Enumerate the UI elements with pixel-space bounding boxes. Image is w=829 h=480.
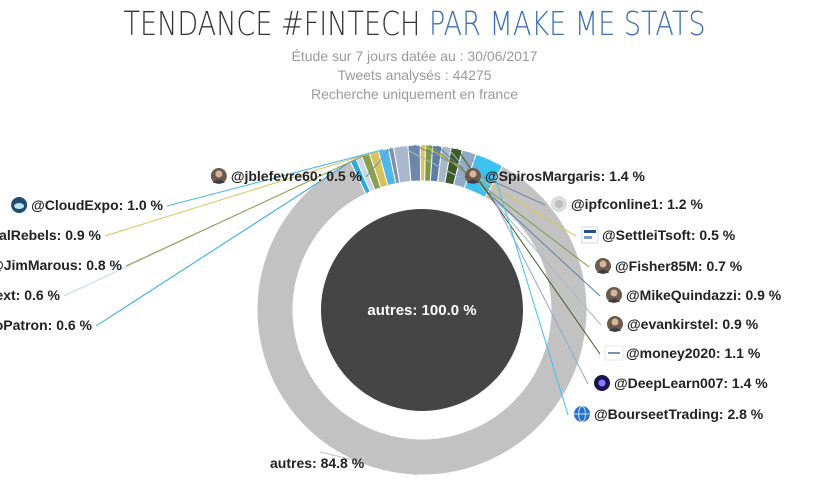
subtitle-region: Recherche uniquement en france: [310, 86, 519, 102]
leader-jimmarous: [125, 154, 366, 267]
avatar-galaxy-icon: [594, 375, 610, 391]
label-name: @CryptoPatron: [0, 317, 48, 333]
subtitle-date: Étude sur 7 jours datée au : 30/06/2017: [291, 48, 538, 64]
label-name: @DeepLearn007: [614, 375, 724, 391]
label-name: @SettleiTsoft: [602, 227, 691, 243]
avatar-photo-icon: [607, 316, 623, 332]
label-fisher85m: @Fisher85M: 0.7 %: [615, 258, 743, 274]
slice-labels: @jblefevre60: 0.5 % @SpirosMargaris: 1.4 …: [0, 168, 782, 471]
page-title: TENDANCE #FINTECH PAR MAKE ME STATS: [75, 4, 755, 43]
leader-fisher85m: [428, 144, 590, 268]
label-value: : 0.5 %: [691, 227, 736, 243]
label-spirosmargaris: @SpirosMargaris: 1.4 %: [485, 168, 645, 184]
inner-pie: autres: 100.0 %: [321, 209, 523, 411]
label-evankirstel: @evankirstel: 0.9 %: [627, 316, 759, 332]
label-name: @ipfconline1: [571, 196, 659, 212]
label-jblefevre60: @jblefevre60: 0.5 %: [231, 168, 363, 184]
label-value: : 0.7 %: [698, 258, 743, 274]
label-value: : 1.2 %: [659, 196, 704, 212]
avatar-ipfc-icon: [551, 196, 567, 212]
label-ipfconline1: @ipfconline1: 1.2 %: [571, 196, 703, 212]
label-name: @SpirosMargaris: [485, 168, 601, 184]
label-name: @money2020: [626, 345, 716, 361]
label-bourseettrading: @BourseetTrading: 2.8 %: [594, 406, 764, 422]
label-name: @CloudExpo: [31, 197, 119, 213]
label-ottlegalrebels: @OttLegalRebels: 0.9 %: [0, 227, 102, 243]
label-name: @Fisher85M: [615, 258, 698, 274]
label-value: : 0.8 %: [78, 257, 123, 273]
leader-lines: [63, 144, 602, 476]
leader-cloudexpo: [166, 149, 384, 207]
leader-cryptopatron: [95, 159, 354, 327]
label-value: : 1.1 %: [716, 345, 761, 361]
leader-spirosmargaris: [400, 145, 460, 178]
label-value: : 1.0 %: [119, 197, 164, 213]
subtitle-tweets: Tweets analysés : 44275: [337, 67, 492, 83]
label-name: @evankirstel: [627, 316, 714, 332]
label-name: @JacBurns_Comext: [0, 287, 16, 303]
leader-bourseettrading: [489, 159, 569, 416]
avatar-cloud-icon: [11, 197, 28, 213]
label-name: @jblefevre60: [231, 168, 318, 184]
label-name: @OttLegalRebels: [0, 227, 57, 243]
leader-mikequindazzi: [437, 145, 601, 297]
label-value: : 0.6 %: [48, 317, 93, 333]
label-cryptopatron: @CryptoPatron: 0.6 %: [0, 317, 93, 333]
inner-slice-label: autres: 100.0 %: [367, 302, 476, 319]
leader-deeplearn007: [468, 151, 589, 385]
label-name: @BourseetTrading: [594, 406, 719, 422]
label-value: : 0.5 %: [318, 168, 363, 184]
leader-money2020: [456, 148, 601, 355]
label-name: @MikeQuindazzi: [626, 287, 737, 303]
label-value: : 0.9 %: [737, 287, 782, 303]
avatar-photo-icon: [210, 168, 227, 184]
label-jimmarous: @JimMarous: 0.8 %: [0, 257, 123, 273]
label-value: : 1.4 %: [723, 375, 768, 391]
avatar-photo-icon: [606, 287, 622, 303]
avatar-globe-icon: [574, 406, 590, 422]
title-accent: PAR MAKE ME STATS: [428, 4, 706, 43]
outer-ring: [256, 144, 588, 476]
label-value: : 1.4 %: [601, 168, 646, 184]
label-name: @JimMarous: [0, 257, 78, 273]
outer-slice-autres: [256, 160, 588, 476]
leader-ottlegalrebels: [104, 151, 375, 237]
avatar-money-icon: [604, 345, 624, 361]
avatar-photo-icon: [595, 258, 611, 274]
label-settleitsoft: @SettleiTsoft: 0.5 %: [602, 227, 736, 243]
label-autres: autres: 84.8 %: [270, 455, 365, 471]
label-value: : 0.9 %: [57, 227, 102, 243]
avatar-photo-icon: [465, 168, 481, 184]
label-jacburns-comext: @JacBurns_Comext: 0.6 %: [0, 287, 61, 303]
label-value: : 0.9 %: [714, 316, 759, 332]
label-cloudexpo: @CloudExpo: 1.0 %: [31, 197, 163, 213]
label-mikequindazzi: @MikeQuindazzi: 0.9 %: [626, 287, 782, 303]
leader-autres: [319, 451, 418, 476]
label-value: : 0.6 %: [16, 287, 61, 303]
inner-slice-autres: [321, 209, 523, 411]
label-value: : 2.8 %: [719, 406, 764, 422]
label-money2020: @money2020: 1.1 %: [626, 345, 761, 361]
label-deeplearn007: @DeepLearn007: 1.4 %: [614, 375, 768, 391]
leader-jblefevre60: [365, 147, 392, 178]
avatar-settle-icon: [581, 226, 599, 244]
title-main: TENDANCE #FINTECH: [123, 4, 429, 43]
